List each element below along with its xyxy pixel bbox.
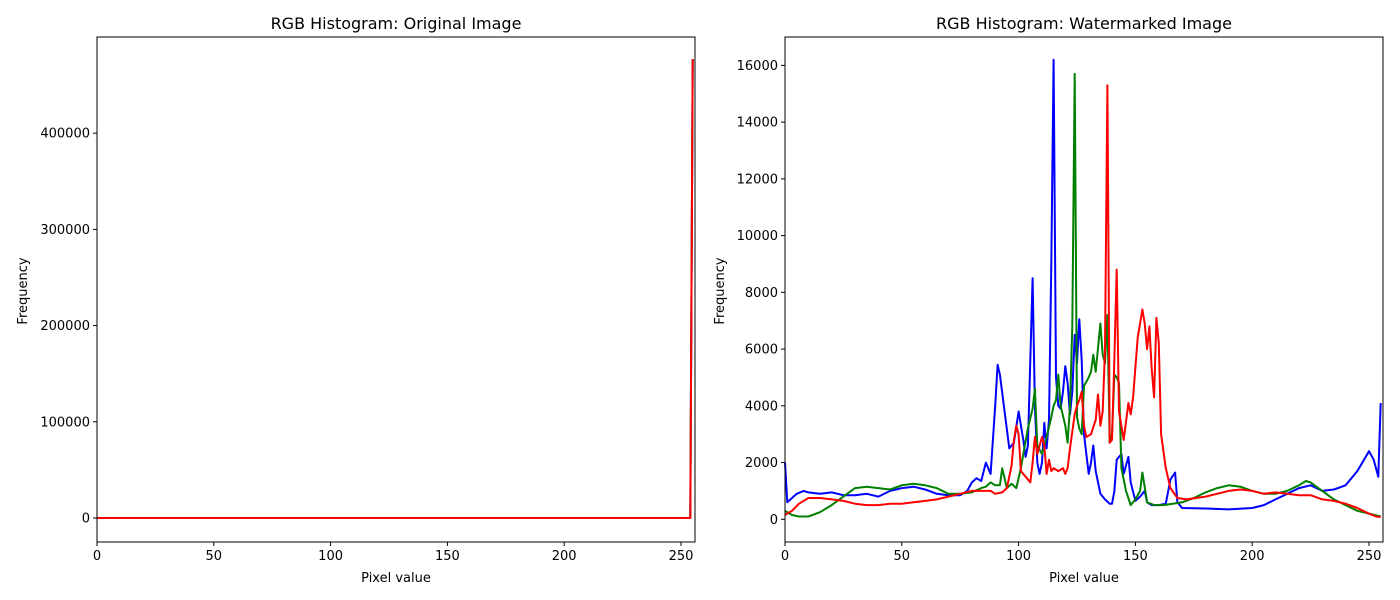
series-lines: [97, 59, 694, 519]
series-line: [784, 72, 1381, 518]
x-tick-label: 200: [552, 549, 577, 564]
x-axis-label: Pixel value: [1049, 571, 1119, 586]
y-axis-label: Frequency: [16, 257, 31, 324]
y-tick-label: 0: [82, 511, 90, 526]
y-axis-label: Frequency: [713, 257, 728, 324]
y-tick-label: 2000: [745, 456, 778, 471]
x-tick-label: 250: [1357, 549, 1382, 564]
series-line: [784, 84, 1381, 518]
x-tick-label: 150: [1123, 549, 1148, 564]
y-tick-label: 12000: [737, 172, 778, 187]
y-tick-label: 400000: [40, 127, 90, 142]
x-tick-label: 250: [669, 549, 694, 564]
x-tick-label: 0: [93, 549, 101, 564]
x-tick-label: 200: [1240, 549, 1265, 564]
x-tick-label: 100: [1006, 549, 1031, 564]
x-tick-label: 150: [435, 549, 460, 564]
y-tick-label: 6000: [745, 343, 778, 358]
y-tick-label: 300000: [40, 223, 90, 238]
y-tick-label: 14000: [737, 116, 778, 131]
subplot-original: RGB Histogram: Original Image Pixel valu…: [16, 14, 696, 586]
y-tick-label: 0: [770, 513, 778, 528]
y-tick-label: 4000: [745, 399, 778, 414]
chart-title: RGB Histogram: Watermarked Image: [936, 14, 1232, 33]
y-tick-label: 8000: [745, 286, 778, 301]
y-tick-label: 100000: [40, 415, 90, 430]
plot-frame: [96, 36, 696, 543]
y-tick-label: 200000: [40, 319, 90, 334]
x-axis-label: Pixel value: [361, 571, 431, 586]
y-tick-label: 10000: [737, 229, 778, 244]
series-line: [784, 58, 1382, 511]
chart-title: RGB Histogram: Original Image: [271, 14, 522, 33]
x-tick-label: 50: [894, 549, 911, 564]
axis-ticks: 0 50 100 150 200 250 0 2000 4000 6000 8000 10000 120…: [737, 59, 1382, 564]
axis-ticks: 0 50 100 150 200 250 0 100000 200000 300000 400000: [40, 127, 693, 564]
plot-frame: [784, 36, 1384, 543]
subplot-watermarked: RGB Histogram: Watermarked Image Pixel v…: [713, 14, 1384, 586]
x-tick-label: 100: [318, 549, 343, 564]
x-tick-label: 0: [781, 549, 789, 564]
y-tick-label: 16000: [737, 59, 778, 74]
series-lines: [784, 58, 1382, 518]
x-tick-label: 50: [206, 549, 223, 564]
series-line: [97, 59, 694, 519]
